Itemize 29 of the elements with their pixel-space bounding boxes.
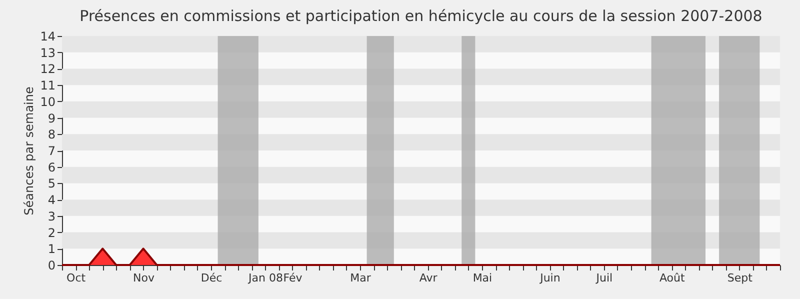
y-tick-label: 3	[48, 209, 56, 224]
y-tick-label: 7	[48, 144, 56, 158]
x-tick-label: Oct	[66, 272, 86, 284]
y-tick-label: 1	[48, 242, 56, 256]
x-tick-label: Jan 08	[247, 272, 283, 284]
x-tick-label: Mar	[350, 272, 372, 284]
x-tick-label: Nov	[133, 272, 156, 284]
y-tick-label: 6	[48, 160, 56, 174]
x-tick-label: Fév	[283, 272, 303, 284]
x-tick-label: Avr	[419, 272, 438, 284]
y-tick-label: 14	[40, 30, 56, 44]
y-tick-label: 10	[40, 94, 56, 109]
x-tick-label: Août	[659, 272, 686, 284]
y-tick-label: 0	[48, 258, 56, 272]
x-tick-label: Sept	[727, 272, 754, 284]
y-tick-label: 13	[40, 46, 56, 60]
x-tick-label: Juil	[595, 272, 613, 284]
x-tick-label: Déc	[200, 272, 222, 284]
x-tick-label: Mai	[472, 272, 492, 284]
y-tick-label: 11	[40, 78, 56, 93]
y-tick-label: 4	[48, 193, 56, 208]
chart-title: Présences en commissions et participation en hémicycle au cours de la session 2007-2008	[80, 7, 762, 25]
y-tick-label: 8	[48, 128, 56, 142]
y-tick-label: 12	[40, 62, 56, 76]
x-tick-label: Juin	[539, 272, 560, 284]
y-axis-title: Séances par semaine	[22, 86, 36, 216]
y-tick-label: 2	[48, 226, 56, 240]
y-tick-label: 5	[48, 176, 56, 191]
y-tick-label: 9	[48, 111, 56, 126]
